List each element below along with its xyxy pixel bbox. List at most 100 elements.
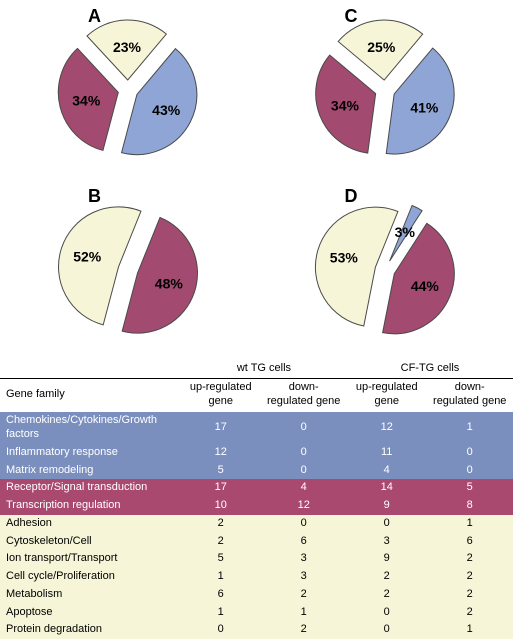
table-value: 1 bbox=[426, 515, 513, 533]
header-cf-up: up-regulated gene bbox=[347, 378, 427, 412]
pie-chart-D: 3% 44% 53% bbox=[295, 185, 475, 355]
table-value: 17 bbox=[181, 412, 261, 444]
table-value: 0 bbox=[260, 515, 347, 533]
table-value: 8 bbox=[426, 497, 513, 515]
table-body: Chemokines/Cytokines/Growth factors17012… bbox=[0, 412, 513, 639]
table-value: 2 bbox=[260, 586, 347, 604]
table-row: Transcription regulation101298 bbox=[0, 497, 513, 515]
panel-D: D 3% 44% 53% bbox=[257, 180, 513, 360]
table-sub-header-row: Gene family up-regulated gene down-regul… bbox=[0, 378, 513, 412]
table-value: 1 bbox=[260, 604, 347, 622]
header-blank bbox=[0, 360, 181, 378]
table-value: 6 bbox=[426, 533, 513, 551]
table-row: Apoptose1102 bbox=[0, 604, 513, 622]
panel-label-B: B bbox=[88, 186, 101, 207]
table-row: Cell cycle/Proliferation1322 bbox=[0, 568, 513, 586]
pie-chart-A: 43%34%23% bbox=[38, 5, 218, 175]
table-row: Protein degradation0201 bbox=[0, 621, 513, 639]
figure-page: A 43%34%23% C 41% 34% 25% B 48% 52% D 3% 44%… bbox=[0, 0, 513, 581]
table-value: 14 bbox=[347, 479, 427, 497]
table-value: 0 bbox=[260, 462, 347, 480]
panel-B: B 48% 52% bbox=[0, 180, 257, 360]
table-value: 0 bbox=[181, 621, 261, 639]
panel-label-D: D bbox=[345, 186, 358, 207]
table-value: 3 bbox=[347, 533, 427, 551]
header-cf-down: down-regulated gene bbox=[426, 378, 513, 412]
pie-slice-label: 41% bbox=[410, 99, 439, 115]
pie-chart-grid: A 43%34%23% C 41% 34% 25% B 48% 52% D 3% 44%… bbox=[0, 0, 513, 360]
panel-label-C: C bbox=[345, 6, 358, 27]
table-value: 2 bbox=[260, 621, 347, 639]
gene-family-label: Chemokines/Cytokines/Growth factors bbox=[0, 412, 181, 444]
gene-family-label: Apoptose bbox=[0, 604, 181, 622]
table-value: 2 bbox=[426, 604, 513, 622]
gene-family-label: Cytoskeleton/Cell bbox=[0, 533, 181, 551]
header-wt: wt TG cells bbox=[181, 360, 347, 378]
table-row: Receptor/Signal transduction174145 bbox=[0, 479, 513, 497]
table-row: Matrix remodeling5040 bbox=[0, 462, 513, 480]
table-value: 5 bbox=[181, 462, 261, 480]
table-row: Metabolism6222 bbox=[0, 586, 513, 604]
pie-chart-C: 41% 34% 25% bbox=[295, 5, 475, 175]
pie-slice bbox=[315, 207, 397, 326]
pie-slice-label: 25% bbox=[367, 39, 396, 55]
panel-A: A 43%34%23% bbox=[0, 0, 257, 180]
table-value: 2 bbox=[181, 533, 261, 551]
pie-slice-label: 34% bbox=[331, 98, 360, 114]
table-value: 4 bbox=[260, 479, 347, 497]
table-value: 12 bbox=[260, 497, 347, 515]
panel-label-A: A bbox=[88, 6, 101, 27]
gene-family-label: Inflammatory response bbox=[0, 444, 181, 462]
table-value: 1 bbox=[426, 412, 513, 444]
gene-family-label: Metabolism bbox=[0, 586, 181, 604]
header-wt-up: up-regulated gene bbox=[181, 378, 261, 412]
table-value: 9 bbox=[347, 497, 427, 515]
table-value: 12 bbox=[181, 444, 261, 462]
gene-family-label: Matrix remodeling bbox=[0, 462, 181, 480]
table-value: 0 bbox=[426, 462, 513, 480]
table-value: 0 bbox=[260, 412, 347, 444]
table-value: 0 bbox=[347, 515, 427, 533]
table-value: 6 bbox=[181, 586, 261, 604]
table-value: 1 bbox=[181, 568, 261, 586]
table-row: Cytoskeleton/Cell2636 bbox=[0, 533, 513, 551]
table-row: Inflammatory response120110 bbox=[0, 444, 513, 462]
header-cf: CF-TG cells bbox=[347, 360, 513, 378]
table-value: 2 bbox=[426, 568, 513, 586]
table-value: 0 bbox=[347, 621, 427, 639]
table-value: 3 bbox=[260, 550, 347, 568]
pie-slice-label: 52% bbox=[73, 248, 102, 264]
gene-family-label: Cell cycle/Proliferation bbox=[0, 568, 181, 586]
table-group-header-row: wt TG cells CF-TG cells bbox=[0, 360, 513, 378]
table-value: 5 bbox=[426, 479, 513, 497]
panel-C: C 41% 34% 25% bbox=[257, 0, 513, 180]
table-value: 6 bbox=[260, 533, 347, 551]
pie-slice-label: 43% bbox=[152, 102, 181, 118]
table-value: 1 bbox=[181, 604, 261, 622]
table-value: 17 bbox=[181, 479, 261, 497]
pie-slice-label: 48% bbox=[155, 276, 184, 292]
gene-family-label: Protein degradation bbox=[0, 621, 181, 639]
table-value: 0 bbox=[260, 444, 347, 462]
pie-slice-label: 53% bbox=[330, 250, 359, 266]
header-gene-family: Gene family bbox=[0, 378, 181, 412]
pie-slice-label: 23% bbox=[113, 39, 142, 55]
table-row: Chemokines/Cytokines/Growth factors17012… bbox=[0, 412, 513, 444]
table-row: Ion transport/Transport5392 bbox=[0, 550, 513, 568]
gene-family-label: Transcription regulation bbox=[0, 497, 181, 515]
pie-slice-label: 3% bbox=[394, 224, 415, 240]
pie-slice-label: 44% bbox=[411, 278, 440, 294]
table-value: 5 bbox=[181, 550, 261, 568]
header-wt-down: down-regulated gene bbox=[260, 378, 347, 412]
table-value: 2 bbox=[426, 550, 513, 568]
table-row: Adhesion2001 bbox=[0, 515, 513, 533]
gene-family-label: Ion transport/Transport bbox=[0, 550, 181, 568]
table-value: 0 bbox=[347, 604, 427, 622]
table-value: 2 bbox=[347, 568, 427, 586]
pie-chart-B: 48% 52% bbox=[38, 185, 218, 355]
table-value: 2 bbox=[347, 586, 427, 604]
table-value: 0 bbox=[426, 444, 513, 462]
table-value: 10 bbox=[181, 497, 261, 515]
gene-family-table: wt TG cells CF-TG cells Gene family up-r… bbox=[0, 360, 513, 639]
gene-family-label: Adhesion bbox=[0, 515, 181, 533]
